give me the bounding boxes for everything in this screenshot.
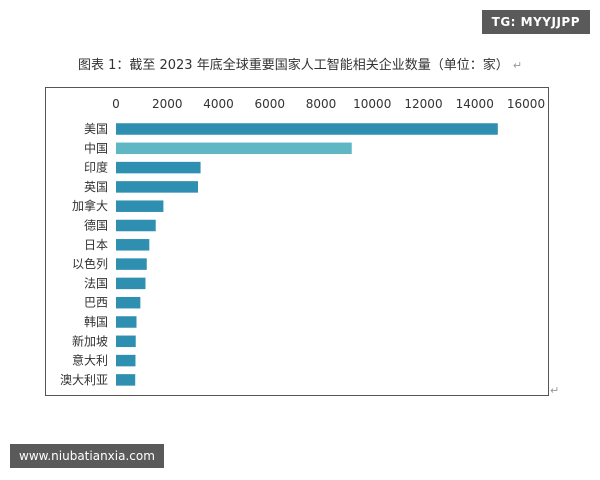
bars [116,123,498,386]
category-label-12: 意大利 [72,353,108,368]
category-label-0: 美国 [84,122,108,136]
x-tick-label-16000: 16000 [507,97,545,111]
paragraph-mark-icon: ↵ [512,59,523,72]
bar-1 [116,142,352,155]
category-label-10: 韩国 [84,314,108,329]
chart-title: 图表 1：截至 2023 年底全球重要国家人工智能相关企业数量（单位：家） [77,58,509,73]
category-label-4: 加拿大 [72,198,108,213]
x-tick-label-14000: 14000 [456,97,494,111]
category-label-1: 中国 [84,140,108,155]
bar-11 [116,335,136,348]
site-watermark-badge: www.niubatianxia.com [10,444,164,468]
bar-0 [116,123,498,135]
x-tick-label-8000: 8000 [306,97,337,111]
x-tick-label-6000: 6000 [254,97,285,111]
bar-2 [116,161,201,174]
bar-9 [116,296,141,309]
category-label-9: 巴西 [84,296,108,310]
tg-watermark-badge: TG: MYYJJPP [481,10,590,34]
bar-12 [116,354,136,367]
x-tick-label-0: 0 [112,97,120,111]
category-label-2: 印度 [84,160,108,175]
bar-4 [116,200,164,212]
chart-title-line: 图表 1：截至 2023 年底全球重要国家人工智能相关企业数量（单位：家） ↵ [0,54,600,73]
x-tick-labels: 0 2000 4000 6000 8000 10000 12000 14000 16000 [112,97,545,111]
category-label-5: 德国 [84,218,108,233]
category-label-3: 英国 [84,180,108,194]
bar-7 [116,258,147,270]
bar-3 [116,181,198,193]
bar-13 [116,374,136,386]
bar-10 [116,316,137,328]
category-label-11: 新加坡 [72,333,108,348]
chart-frame: 0 2000 4000 6000 8000 10000 12000 14000 16000 美国… [45,87,549,396]
bar-8 [116,277,146,290]
category-label-6: 日本 [84,238,108,252]
x-tick-label-12000: 12000 [404,97,442,111]
category-label-7: 以色列 [72,257,108,271]
bar-5 [116,219,156,232]
bar-chart: 0 2000 4000 6000 8000 10000 12000 14000 16000 美国… [60,97,545,387]
category-label-8: 法国 [84,276,108,290]
bar-6 [116,239,150,251]
category-label-13: 澳大利亚 [60,373,108,387]
x-tick-label-4000: 4000 [203,97,234,111]
paragraph-end-icon: ↵ [550,384,560,397]
x-tick-label-2000: 2000 [152,97,183,111]
x-tick-label-10000: 10000 [353,97,391,111]
